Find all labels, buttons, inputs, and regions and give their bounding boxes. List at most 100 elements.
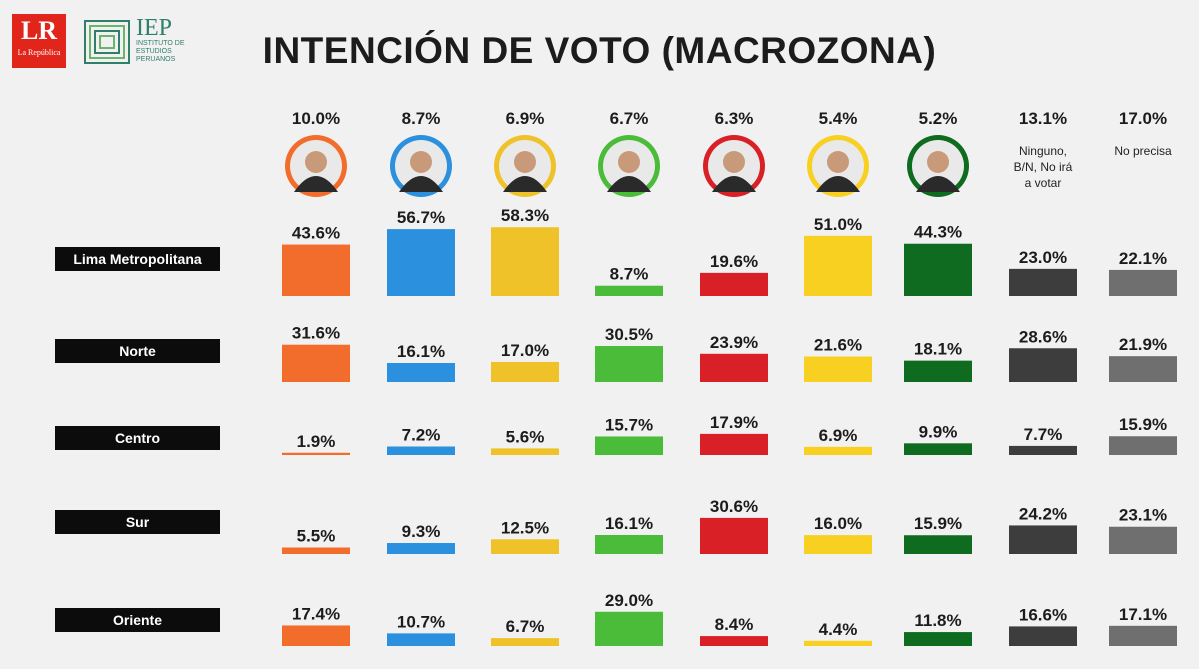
person-shoulders-icon [607, 176, 651, 192]
bar [1109, 625, 1177, 646]
bar-value-label: 56.7% [397, 208, 445, 227]
bar-value-label: 30.6% [710, 497, 758, 516]
bar-value-label: 31.6% [292, 324, 340, 343]
candidate-overall-total: 10.0% [292, 109, 340, 128]
person-shoulders-icon [503, 176, 547, 192]
bar [387, 446, 455, 455]
bar-value-label: 51.0% [814, 215, 862, 234]
bar-value-label: 9.9% [919, 422, 958, 441]
bar-value-label: 17.4% [292, 604, 340, 623]
bar-value-label: 4.4% [819, 620, 858, 639]
bar-value-label: 28.6% [1019, 327, 1067, 346]
bar-value-label: 7.2% [402, 426, 441, 445]
bar [700, 353, 768, 382]
bar [804, 446, 872, 455]
candidate-overall-total: 6.7% [610, 109, 649, 128]
bar [1009, 445, 1077, 455]
bar [1109, 269, 1177, 296]
bar-value-label: 17.1% [1119, 605, 1167, 624]
bar-value-label: 5.6% [506, 427, 545, 446]
bar-value-label: 8.4% [715, 615, 754, 634]
iep-logo-icon [84, 20, 130, 64]
bar-value-label: 17.9% [710, 413, 758, 432]
person-head-icon [410, 151, 432, 173]
bar [1109, 356, 1177, 382]
bar [700, 517, 768, 554]
bar [804, 640, 872, 646]
region-label: Lima Metropolitana [73, 251, 202, 267]
bar-value-label: 29.0% [605, 591, 653, 610]
bar [904, 360, 972, 382]
candidate-overall-total: 6.9% [506, 109, 545, 128]
bar [387, 633, 455, 646]
bar-value-label: 22.1% [1119, 249, 1167, 268]
bar-value-label: 23.9% [710, 333, 758, 352]
candidate-text-label: Ninguno, [1019, 144, 1067, 158]
bar-value-label: 19.6% [710, 252, 758, 271]
bar-value-label: 7.7% [1024, 425, 1063, 444]
bar [491, 361, 559, 382]
bar-value-label: 16.6% [1019, 605, 1067, 624]
candidate-overall-total: 5.2% [919, 109, 958, 128]
bar-value-label: 15.9% [914, 514, 962, 533]
iep-logo-subtitle: INSTITUTO DE ESTUDIOS PERUANOS [136, 40, 185, 63]
person-shoulders-icon [712, 176, 756, 192]
bar [282, 344, 350, 382]
bar [904, 632, 972, 646]
bar [1109, 436, 1177, 455]
bar [1009, 525, 1077, 554]
bar-value-label: 9.3% [402, 522, 441, 541]
bar-value-label: 6.7% [506, 617, 545, 636]
bar-value-label: 1.9% [297, 432, 336, 451]
bar [595, 611, 663, 646]
bar [1009, 268, 1077, 296]
person-head-icon [827, 151, 849, 173]
bar-value-label: 6.9% [819, 426, 858, 445]
bar-value-label: 10.7% [397, 612, 445, 631]
region-label: Norte [119, 343, 156, 359]
person-head-icon [305, 151, 327, 173]
candidate-overall-total: 6.3% [715, 109, 754, 128]
bar-value-label: 11.8% [914, 611, 961, 630]
candidate-overall-total: 13.1% [1019, 109, 1067, 128]
candidate-overall-total: 8.7% [402, 109, 441, 128]
bar-value-label: 21.9% [1119, 335, 1167, 354]
bar-value-label: 15.7% [605, 415, 653, 434]
bar-value-label: 5.5% [297, 527, 336, 546]
bar-value-label: 12.5% [501, 518, 549, 537]
bar [595, 436, 663, 455]
la-republica-logo: LR La República [12, 14, 66, 68]
candidate-text-label: B/N, No irá [1014, 160, 1073, 174]
region-label: Centro [115, 430, 160, 446]
bar-value-label: 58.3% [501, 206, 549, 225]
region-label-box [55, 426, 220, 450]
bar-value-label: 23.0% [1019, 248, 1067, 267]
bar [804, 535, 872, 554]
chart-title: INTENCIÓN DE VOTO (MACROZONA) [262, 30, 937, 71]
bar [595, 535, 663, 554]
bar [491, 227, 559, 296]
person-head-icon [514, 151, 536, 173]
person-shoulders-icon [816, 176, 860, 192]
iep-logo-name: IEP [136, 15, 172, 41]
region-label: Sur [126, 514, 150, 530]
bar-value-label: 44.3% [914, 223, 962, 242]
bar [282, 625, 350, 646]
bar-value-label: 16.1% [605, 514, 653, 533]
bar [387, 543, 455, 554]
person-head-icon [927, 151, 949, 173]
bar [904, 443, 972, 455]
bar-value-label: 16.1% [397, 342, 445, 361]
bar [700, 636, 768, 646]
bar [491, 638, 559, 646]
bar-value-label: 23.1% [1119, 506, 1167, 525]
bar [387, 363, 455, 382]
bar [491, 539, 559, 554]
bar-value-label: 30.5% [605, 325, 653, 344]
bar [904, 535, 972, 554]
candidate-overall-total: 17.0% [1119, 109, 1167, 128]
bar-value-label: 18.1% [914, 340, 962, 359]
candidate-overall-total: 5.4% [819, 109, 858, 128]
bar-value-label: 15.9% [1119, 415, 1167, 434]
